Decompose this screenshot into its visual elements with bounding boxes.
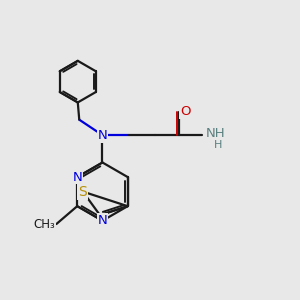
Text: NH: NH	[206, 128, 226, 140]
Text: CH₃: CH₃	[33, 218, 55, 230]
Text: N: N	[72, 170, 82, 184]
Text: O: O	[180, 106, 190, 118]
Text: H: H	[214, 140, 222, 150]
Text: N: N	[98, 129, 107, 142]
Text: S: S	[79, 184, 87, 199]
Text: N: N	[98, 214, 107, 227]
